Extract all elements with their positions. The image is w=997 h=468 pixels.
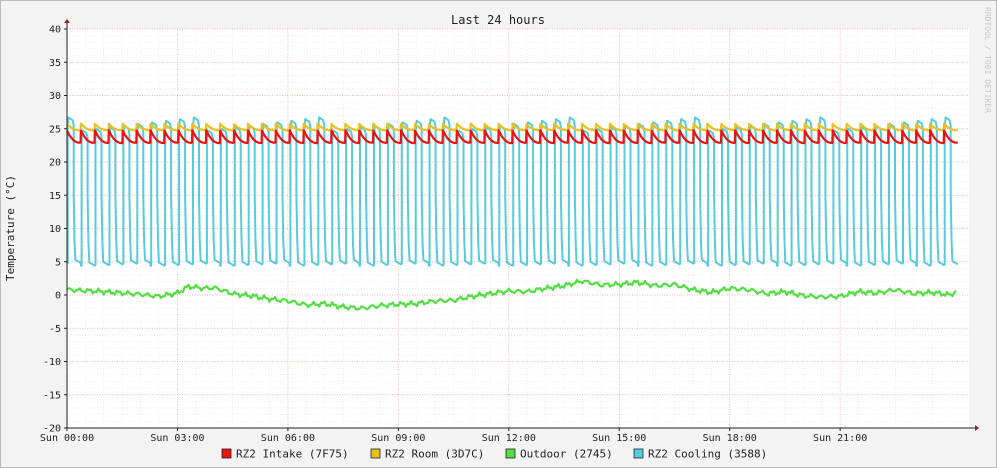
legend-item-1: RZ2 Room (3D7C) [370,448,484,461]
y-tick-label: -10 [43,357,61,368]
x-axis-arrow [975,425,979,431]
legend-item-2: Outdoor (2745) [505,448,613,461]
y-tick-label: 10 [49,224,61,235]
y-tick-label: 25 [49,124,61,135]
x-tick-label: Sun 21:00 [813,433,867,444]
legend-label: RZ2 Room (3D7C) [385,448,484,461]
y-tick-label: 20 [49,158,61,169]
legend-label: RZ2 Cooling (3588) [648,448,767,461]
legend-item-0: RZ2 Intake (7F75) [221,448,349,461]
legend-item-3: RZ2 Cooling (3588) [633,448,767,461]
y-tick-label: -15 [43,390,61,401]
legend-label: RZ2 Intake (7F75) [236,448,349,461]
y-axis-arrow [64,19,70,23]
watermark: RRDTOOL / TOBI OETIKER [983,7,992,113]
y-tick-label: -20 [43,424,61,435]
x-tick-label: Sun 09:00 [371,433,425,444]
axes [64,19,979,431]
y-tick-label: -5 [49,324,61,335]
x-tick-label: Sun 00:00 [40,433,94,444]
legend-label: Outdoor (2745) [520,448,613,461]
grid [66,28,969,429]
series-layer [66,116,959,311]
legend-swatch [370,448,381,459]
x-tick-label: Sun 03:00 [150,433,204,444]
x-tick-label: Sun 06:00 [261,433,315,444]
y-tick-label: 35 [49,58,61,69]
x-tick-label: Sun 15:00 [592,433,646,444]
series-line-2 [66,278,957,311]
x-tick-label: Sun 18:00 [703,433,757,444]
legend-swatch [633,448,644,459]
series-line-0 [66,129,958,145]
y-tick-label: 40 [49,25,61,36]
chart-title: Last 24 hours [451,13,545,27]
legend-swatch [221,448,232,459]
legend: RZ2 Intake (7F75) RZ2 Room (3D7C) Outdoor … [221,448,767,461]
y-tick-label: 5 [55,257,61,268]
legend-swatch [505,448,516,459]
y-axis-label: Temperature (°C) [4,175,17,281]
y-tick-label: 30 [49,91,61,102]
x-tick-label: Sun 12:00 [482,433,536,444]
series-line-1 [66,122,958,132]
y-tick-label: 0 [55,291,61,302]
y-tick-label: 15 [49,191,61,202]
